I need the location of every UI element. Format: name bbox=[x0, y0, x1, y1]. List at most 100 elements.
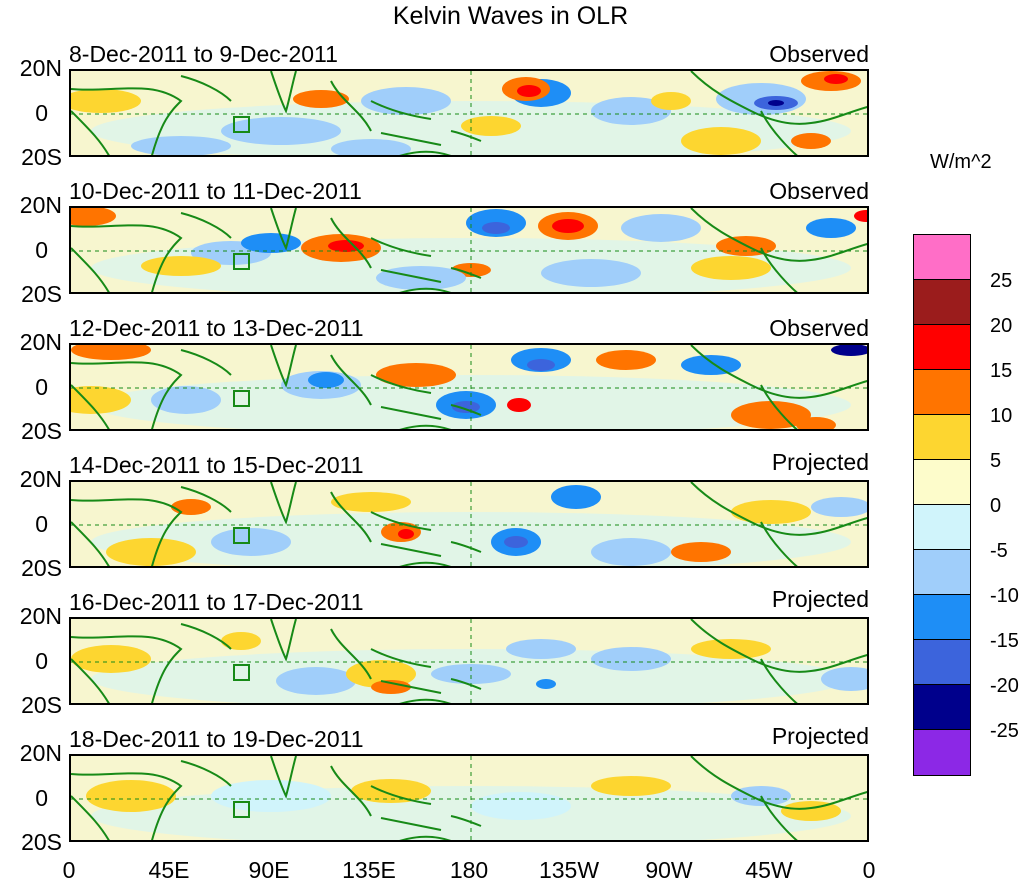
legend-label: -20 bbox=[990, 675, 1019, 697]
anomaly-contour bbox=[821, 667, 867, 691]
anomaly-contour bbox=[331, 139, 411, 155]
legend-label: 0 bbox=[990, 495, 1002, 517]
anomaly-contour bbox=[681, 355, 741, 375]
legend-label: 15 bbox=[990, 360, 1013, 382]
y-tick-label: 0 bbox=[35, 511, 48, 537]
coastline-outline bbox=[71, 345, 867, 429]
panel-date-label: 14-Dec-2011 to 15-Dec-2011 bbox=[69, 452, 364, 478]
y-tick-label: 20S bbox=[21, 692, 62, 718]
anomaly-contour bbox=[506, 639, 576, 659]
anomaly-contour bbox=[328, 240, 364, 252]
anomaly-contour bbox=[151, 386, 221, 414]
legend-swatch bbox=[914, 415, 970, 460]
panel-kind-label: Projected bbox=[771, 586, 869, 612]
legend-swatch bbox=[914, 460, 970, 505]
anomaly-contour bbox=[211, 780, 331, 812]
legend-swatch bbox=[914, 370, 970, 415]
map-panel-svg bbox=[71, 71, 867, 155]
anomaly-contour bbox=[796, 417, 836, 429]
reference-box bbox=[233, 253, 250, 270]
y-tick-label: 20N bbox=[19, 466, 62, 492]
anomaly-contour bbox=[831, 345, 867, 356]
legend-label: 5 bbox=[990, 450, 1002, 472]
anomaly-contour bbox=[591, 97, 671, 125]
legend-swatch bbox=[914, 685, 970, 730]
anomaly-contour bbox=[731, 401, 811, 429]
reference-box bbox=[233, 116, 250, 133]
anomaly-contour bbox=[482, 222, 510, 234]
anomaly-contour bbox=[171, 499, 211, 515]
anomaly-contour bbox=[331, 492, 411, 512]
anomaly-contour bbox=[371, 680, 411, 694]
y-tick-label: 20N bbox=[19, 740, 62, 766]
y-tick-label: 0 bbox=[35, 374, 48, 400]
anomaly-contour bbox=[541, 259, 641, 287]
panel-kind-label: Projected bbox=[771, 449, 869, 475]
legend-label: -5 bbox=[990, 540, 1008, 562]
y-tick-label: 20N bbox=[19, 603, 62, 629]
anomaly-contour bbox=[461, 116, 521, 136]
y-tick-label: 20S bbox=[21, 829, 62, 855]
anomaly-contour bbox=[293, 90, 349, 108]
legend-units-label: W/m^2 bbox=[930, 151, 992, 173]
map-panel-projected-3 bbox=[69, 754, 869, 842]
anomaly-contour bbox=[376, 363, 456, 387]
anomaly-contour bbox=[211, 528, 291, 556]
anomaly-contour bbox=[591, 776, 671, 796]
anomaly-contour bbox=[691, 256, 771, 280]
x-tick-label: 90W bbox=[645, 857, 693, 883]
y-tick-label: 0 bbox=[35, 648, 48, 674]
anomaly-contour bbox=[351, 779, 431, 803]
legend-label: -25 bbox=[990, 720, 1019, 742]
chart-title: Kelvin Waves in OLR bbox=[392, 2, 629, 30]
x-tick-label: 45W bbox=[745, 857, 793, 883]
anomaly-contour bbox=[806, 218, 856, 238]
legend-swatch bbox=[914, 235, 970, 280]
map-panel-observed-1 bbox=[69, 69, 869, 157]
y-tick-label: 20S bbox=[21, 418, 62, 444]
map-panel-projected-2 bbox=[69, 617, 869, 705]
anomaly-contour bbox=[398, 529, 414, 539]
legend-swatch bbox=[914, 280, 970, 325]
anomaly-contour bbox=[221, 632, 261, 650]
panel-kind-label: Observed bbox=[769, 178, 869, 204]
legend-swatch bbox=[914, 640, 970, 685]
anomaly-contour bbox=[651, 92, 691, 110]
anomaly-contour bbox=[131, 136, 231, 155]
anomaly-contour bbox=[551, 485, 601, 509]
legend-swatch bbox=[914, 550, 970, 595]
y-tick-label: 0 bbox=[35, 785, 48, 811]
anomaly-contour bbox=[596, 350, 656, 370]
x-tick-label: 135W bbox=[538, 857, 600, 883]
reference-box bbox=[233, 801, 250, 818]
panel-date-label: 16-Dec-2011 to 17-Dec-2011 bbox=[69, 589, 364, 615]
map-panel-svg bbox=[71, 482, 867, 566]
legend-label: -15 bbox=[990, 630, 1019, 652]
map-panel-svg bbox=[71, 345, 867, 429]
color-legend bbox=[913, 234, 971, 776]
x-tick-label: 0 bbox=[862, 857, 876, 883]
anomaly-contour bbox=[71, 89, 141, 113]
map-panel-observed-3 bbox=[69, 343, 869, 431]
y-tick-label: 20S bbox=[21, 281, 62, 307]
anomaly-contour bbox=[811, 497, 867, 517]
legend-label: 10 bbox=[990, 405, 1013, 427]
anomaly-contour bbox=[71, 645, 151, 673]
panel-date-label: 10-Dec-2011 to 11-Dec-2011 bbox=[69, 178, 362, 204]
anomaly-contour bbox=[141, 256, 221, 276]
anomaly-contour bbox=[471, 792, 571, 820]
y-tick-label: 20S bbox=[21, 144, 62, 170]
legend-swatch bbox=[914, 505, 970, 550]
map-panel-svg bbox=[71, 756, 867, 840]
reference-box bbox=[233, 390, 250, 407]
legend-label: -10 bbox=[990, 585, 1019, 607]
anomaly-contour bbox=[71, 386, 131, 414]
y-tick-label: 0 bbox=[35, 237, 48, 263]
x-tick-label: 135E bbox=[342, 857, 396, 883]
x-tick-label: 45E bbox=[148, 857, 190, 883]
anomaly-contour bbox=[768, 100, 784, 106]
map-panel-svg bbox=[71, 619, 867, 703]
anomaly-contour bbox=[507, 398, 531, 412]
anomaly-contour bbox=[361, 87, 451, 115]
anomaly-contour bbox=[241, 233, 301, 253]
